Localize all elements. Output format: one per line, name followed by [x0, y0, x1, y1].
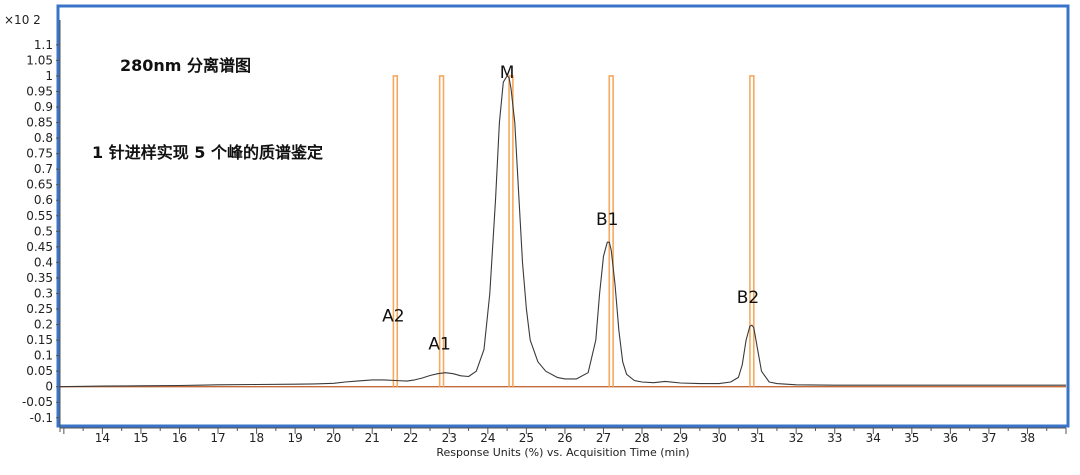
- x-tick-label: 23: [442, 431, 457, 445]
- peak-label-a2: A2: [382, 306, 404, 326]
- x-tick-label: 34: [866, 431, 881, 445]
- peak-label-b1: B1: [596, 210, 618, 230]
- chromatogram-trace: [59, 75, 1066, 388]
- x-tick-label: 25: [519, 431, 534, 445]
- fraction-marker-bar: [438, 75, 445, 387]
- y-tick-label: 0.9: [34, 100, 53, 114]
- x-axis: 14 15 16 17 18 19 20 21 22 23 24 25 26 27 28 29 30 31 32 33…: [60, 427, 1067, 445]
- x-tick-label: 31: [750, 431, 765, 445]
- x-tick-label: 19: [287, 431, 302, 445]
- x-tick-label: 38: [1020, 431, 1035, 445]
- x-tick-label: 22: [403, 431, 418, 445]
- y-tick-label: 1: [45, 69, 53, 83]
- annotation-subtitle: 1 针进样实现 5 个峰的质谱鉴定: [92, 143, 323, 162]
- x-tick-label: 26: [557, 431, 572, 445]
- y-tick-label: 0.3: [34, 286, 53, 300]
- x-tick-label: 15: [133, 431, 148, 445]
- x-tick-label: 28: [634, 431, 649, 445]
- y-tick-label: 0.55: [26, 209, 53, 223]
- y-tick-label: 0.35: [26, 271, 53, 285]
- fraction-marker-bar: [608, 75, 614, 387]
- y-tick-label: 0.25: [26, 302, 53, 316]
- y-tick-label: 0.5: [34, 224, 53, 238]
- peak-labels: A2 A1 M B1 B2: [382, 63, 759, 354]
- x-tick-label: 16: [172, 431, 187, 445]
- x-tick-label: 14: [95, 431, 110, 445]
- y-tick-label: 0.2: [34, 318, 53, 332]
- peak-label-b2: B2: [737, 288, 759, 308]
- x-tick-label: 29: [673, 431, 688, 445]
- y-tick-label: 0.85: [26, 116, 53, 130]
- x-tick-label: 17: [210, 431, 225, 445]
- x-tick-label: 20: [326, 431, 341, 445]
- y-tick-label: 1.1: [34, 38, 53, 52]
- annotation-title: 280nm 分离谱图: [120, 56, 251, 75]
- y-tick-label: 0: [45, 380, 53, 394]
- peak-label-a1: A1: [428, 334, 450, 354]
- fraction-marker-bar: [508, 75, 514, 387]
- x-tick-label: 21: [365, 431, 380, 445]
- y-tick-label: 0.65: [26, 178, 53, 192]
- x-tick-label: 32: [789, 431, 804, 445]
- y-axis: 1.11.05 10.95 0.9 0.850.8 0.750.7 0.650.6 0.55…: [22, 20, 61, 432]
- x-tick-label: 35: [904, 431, 919, 445]
- x-tick-label: 36: [943, 431, 958, 445]
- x-tick-label: 18: [249, 431, 264, 445]
- y-tick-label: -0.1: [30, 411, 53, 425]
- y-tick-label: 0.05: [26, 364, 53, 378]
- x-tick-label: 30: [711, 431, 726, 445]
- y-tick-label: 0.8: [34, 131, 53, 145]
- y-tick-label: 0.7: [34, 162, 53, 176]
- y-tick-label: 0.4: [34, 255, 53, 269]
- x-tick-label: 27: [596, 431, 611, 445]
- fraction-marker-bar: [749, 75, 755, 387]
- x-tick-label: 24: [480, 431, 495, 445]
- y-multiplier-label: ×10 2: [4, 13, 41, 27]
- y-tick-label: 0.15: [26, 333, 53, 347]
- y-tick-label: 1.05: [26, 53, 53, 67]
- peak-label-m: M: [500, 63, 515, 83]
- y-tick-label: 0.75: [26, 147, 53, 161]
- x-axis-title: Response Units (%) vs. Acquisition Time …: [436, 446, 689, 459]
- y-tick-label: 0.6: [34, 193, 53, 207]
- x-tick-label: 33: [827, 431, 842, 445]
- y-tick-label: -0.05: [22, 395, 53, 409]
- fraction-marker-bar: [392, 75, 399, 387]
- x-tick-label: 37: [981, 431, 996, 445]
- y-tick-label: 0.45: [26, 240, 53, 254]
- y-tick-label: 0.95: [26, 84, 53, 98]
- y-tick-label: 0.1: [34, 349, 53, 363]
- plot-area: [59, 75, 1066, 388]
